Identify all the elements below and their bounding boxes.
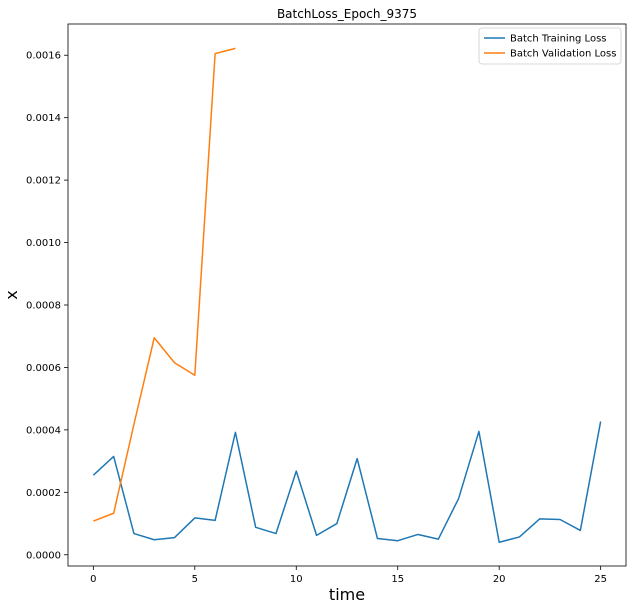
x-tick-label: 10: [290, 574, 303, 585]
series-line-1: [93, 47, 236, 522]
y-axis: 0.0000 0.0002 0.0004 0.0006 0.0008 0.0010 0.00…: [26, 51, 68, 561]
legend-box: [478, 27, 622, 65]
y-tick-label: 0.0004: [26, 425, 61, 436]
y-tick-label: 0.0008: [26, 300, 61, 311]
y-tick-label: 0.0010: [26, 238, 61, 249]
y-axis-title: x: [2, 290, 21, 299]
series-line-0: [92, 421, 602, 544]
legend-label: Batch Training Loss: [510, 34, 607, 45]
x-axis-title: time: [329, 585, 365, 604]
legend: Batch Training Loss Batch Validation Loss: [478, 27, 622, 65]
x-tick-label: 20: [493, 574, 506, 585]
x-tick-label: 25: [594, 574, 607, 585]
y-tick-label: 0.0000: [26, 550, 61, 561]
plot-frame: [67, 23, 627, 567]
plot-lines: [92, 47, 602, 544]
x-axis: 0 5 10 15 20 25: [90, 566, 607, 585]
y-tick-label: 0.0012: [26, 176, 61, 187]
y-tick-label: 0.0016: [26, 51, 61, 62]
y-tick-label: 0.0002: [26, 488, 61, 499]
y-tick-label: 0.0006: [26, 363, 61, 374]
x-tick-label: 5: [192, 574, 198, 585]
x-tick-label: 15: [391, 574, 404, 585]
legend-label: Batch Validation Loss: [510, 49, 616, 60]
x-tick-label: 0: [90, 574, 96, 585]
y-tick-label: 0.0014: [26, 113, 61, 124]
chart-title: BatchLoss_Epoch_9375: [277, 7, 417, 21]
